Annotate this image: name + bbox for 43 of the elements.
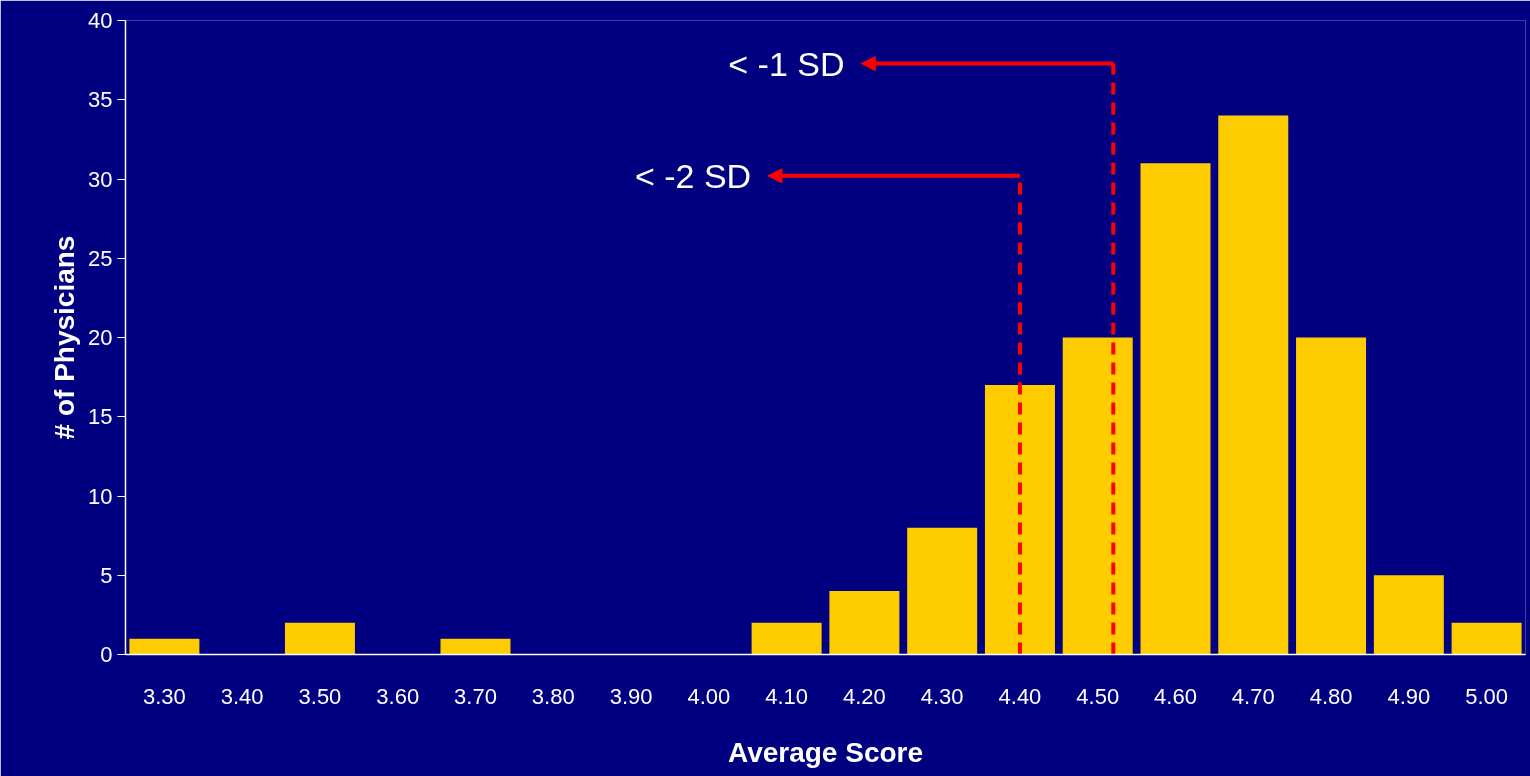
x-axis-title: Average Score — [727, 736, 924, 768]
y-tick-label: 35 — [88, 87, 113, 113]
y-tick-label: 10 — [88, 483, 113, 509]
x-tick-label: 3.40 — [220, 683, 264, 709]
x-tick-label: 4.90 — [1387, 683, 1431, 709]
ref-line-label: < -2 SD — [634, 156, 752, 195]
bar — [129, 638, 200, 655]
x-tick-label: 4.70 — [1231, 683, 1275, 709]
x-tick-label: 3.90 — [609, 683, 653, 709]
bar — [829, 591, 900, 655]
y-tick-label: 30 — [88, 166, 113, 192]
y-tick-label: 40 — [88, 8, 113, 33]
y-tick-label: 25 — [88, 245, 113, 271]
bar — [1296, 337, 1367, 655]
bar — [751, 622, 822, 655]
bar — [1373, 575, 1444, 655]
x-tick-label: 4.50 — [1076, 683, 1120, 709]
bar — [1218, 115, 1289, 655]
x-tick-label: 5.00 — [1465, 683, 1509, 709]
x-tick-label: 3.30 — [142, 683, 186, 709]
x-tick-label: 4.30 — [920, 683, 964, 709]
x-tick-label: 3.60 — [376, 683, 420, 709]
x-tick-label: 4.20 — [842, 683, 886, 709]
y-tick-label: 20 — [88, 325, 113, 350]
x-tick-label: 4.80 — [1309, 683, 1353, 709]
y-tick-label: 5 — [100, 562, 113, 588]
bar — [1451, 622, 1522, 655]
x-tick-label: 4.60 — [1154, 683, 1197, 709]
bar — [1140, 163, 1211, 655]
x-tick-label: 4.00 — [687, 683, 731, 709]
bar — [440, 638, 511, 655]
bar — [907, 527, 978, 655]
y-tick-label: 0 — [100, 642, 113, 667]
ref-line-label: < -1 SD — [728, 44, 845, 83]
x-tick-label: 3.50 — [298, 683, 342, 709]
x-tick-label: 3.70 — [454, 683, 497, 709]
y-axis-title: # of Physicians — [49, 235, 81, 440]
x-tick-label: 4.10 — [765, 683, 809, 709]
bar — [284, 622, 355, 655]
bar — [1062, 337, 1133, 655]
y-tick-label: 15 — [88, 404, 113, 430]
x-tick-label: 4.40 — [998, 683, 1042, 709]
x-tick-label: 3.80 — [531, 683, 575, 709]
